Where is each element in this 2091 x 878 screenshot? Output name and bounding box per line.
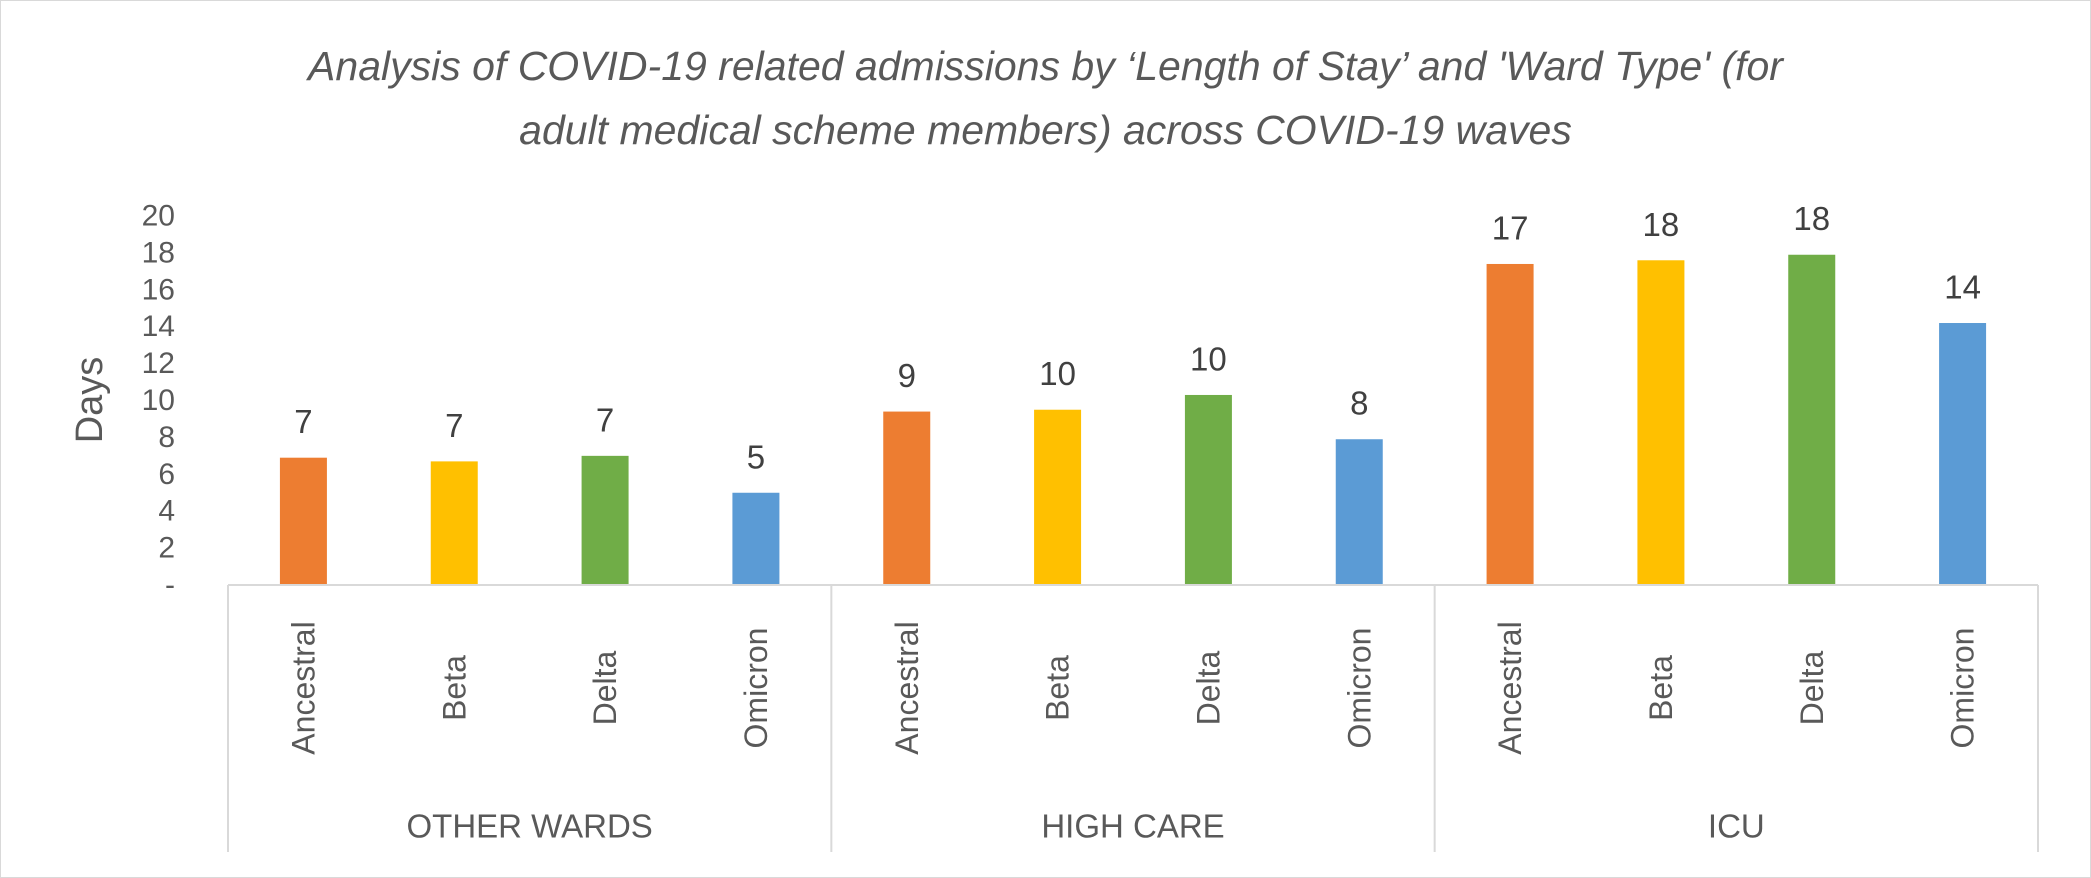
bar-series: 7 7 7 5 9 10 10 8 17 18 18 14 — [280, 200, 1986, 585]
category-label: Delta — [1190, 650, 1226, 725]
y-tick-label: 10 — [142, 384, 175, 417]
bar-icu-beta — [1637, 260, 1684, 585]
bar-icu-ancestral — [1487, 264, 1534, 585]
category-label: Ancestral — [285, 621, 321, 754]
y-tick-label: 18 — [142, 236, 175, 269]
y-tick-label: 8 — [158, 421, 175, 454]
group-label: OTHER WARDS — [407, 808, 653, 845]
bar-other-wards-omicron — [732, 493, 779, 585]
category-label: Beta — [1643, 655, 1679, 721]
category-label: Ancestral — [889, 621, 925, 754]
data-label: 9 — [898, 357, 916, 394]
data-label: 18 — [1793, 200, 1830, 237]
bar-chart: Days -2468101214161820 7 7 759 10 10817 18 181… — [0, 0, 2091, 878]
y-tick-label: 14 — [142, 310, 175, 343]
data-label: 14 — [1944, 269, 1981, 306]
y-tick-label: 12 — [142, 347, 175, 380]
y-tick-label: 16 — [142, 273, 175, 306]
category-label: Omicron — [1341, 628, 1377, 749]
bar-high-care-delta — [1185, 395, 1232, 585]
bar-other-wards-delta — [582, 456, 629, 585]
data-label: 17 — [1492, 209, 1529, 246]
data-label: 7 — [596, 401, 614, 438]
data-label: 18 — [1643, 206, 1680, 243]
category-label: Beta — [1040, 655, 1076, 721]
y-tick-label: 2 — [158, 532, 175, 565]
bar-icu-omicron — [1939, 323, 1986, 585]
group-label: HIGH CARE — [1041, 808, 1224, 845]
y-tick-label: 6 — [158, 458, 175, 491]
data-label: 7 — [445, 407, 463, 444]
y-tick-label: - — [165, 569, 175, 602]
bar-high-care-omicron — [1336, 439, 1383, 585]
category-label: Ancestral — [1492, 621, 1528, 754]
data-label: 7 — [294, 403, 312, 440]
category-label: Beta — [436, 655, 472, 721]
bar-high-care-ancestral — [883, 412, 930, 585]
bar-high-care-beta — [1034, 410, 1081, 585]
category-label: Delta — [587, 650, 623, 725]
y-tick-label: 20 — [142, 200, 175, 233]
data-label: 10 — [1039, 355, 1076, 392]
bar-other-wards-beta — [431, 461, 478, 585]
data-label: 10 — [1190, 340, 1227, 377]
y-tick-label: 4 — [158, 495, 175, 528]
bar-icu-delta — [1788, 255, 1835, 585]
bar-other-wards-ancestral — [280, 458, 327, 585]
category-label: Omicron — [1945, 628, 1981, 749]
group-label: ICU — [1708, 808, 1765, 845]
category-label: Delta — [1794, 650, 1830, 725]
category-axis: Ancestral Beta Delta Omicron OTHER WARDS Ance… — [228, 585, 2038, 852]
data-label: 5 — [747, 438, 765, 475]
y-axis-title: Days — [69, 357, 111, 444]
category-label: Omicron — [738, 628, 774, 749]
data-label: 8 — [1350, 385, 1368, 422]
